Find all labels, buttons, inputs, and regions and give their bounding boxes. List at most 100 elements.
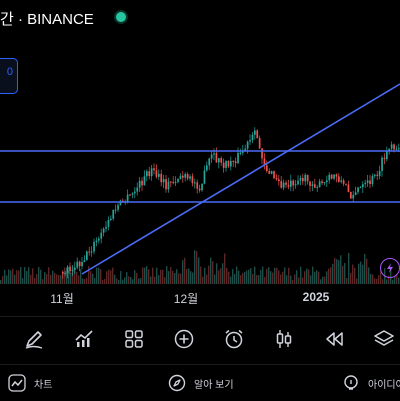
volume-bar: [42, 279, 44, 284]
volume-bar: [280, 274, 282, 284]
candle-body: [395, 148, 398, 150]
volume-bar: [26, 270, 28, 284]
candle-body: [167, 181, 170, 190]
candle-body: [254, 130, 256, 135]
price-chart[interactable]: [0, 36, 400, 284]
candle-body: [102, 228, 105, 233]
volume-bar: [40, 269, 42, 284]
volume-bar: [150, 276, 152, 284]
candle-body: [112, 209, 115, 219]
volume-bar: [94, 278, 96, 284]
nav-ideas[interactable]: 아이디어: [342, 371, 400, 395]
volume-bar: [126, 272, 128, 284]
candle-body: [71, 269, 74, 272]
candle-body: [294, 184, 297, 186]
volume-bar: [396, 274, 398, 284]
volume-bar: [340, 255, 342, 284]
candle-body: [338, 176, 340, 182]
volume-bar: [116, 278, 118, 284]
lightning-icon[interactable]: [380, 258, 400, 278]
value-badge[interactable]: 0: [0, 58, 18, 94]
volume-bar: [12, 268, 14, 284]
volume-bar: [64, 267, 66, 284]
candle-body: [194, 182, 196, 184]
volume-bar: [2, 275, 4, 284]
volume-bar: [154, 276, 156, 284]
candle-body: [107, 219, 110, 227]
candle-body: [321, 181, 323, 184]
candle-body: [76, 261, 79, 268]
volume-bar: [146, 266, 148, 284]
candle-body: [270, 171, 273, 174]
rewind-icon[interactable]: [320, 325, 348, 353]
volume-bar: [322, 276, 324, 284]
pen-icon[interactable]: [20, 325, 48, 353]
volume-bar: [198, 257, 200, 284]
volume-bar: [386, 279, 388, 284]
volume-bar: [18, 270, 20, 284]
indicators-icon[interactable]: [70, 325, 98, 353]
volume-bar: [372, 274, 374, 284]
volume-bar: [4, 269, 6, 284]
volume-bar: [352, 264, 354, 284]
candle-body: [359, 187, 362, 189]
volume-bar: [88, 266, 90, 284]
volume-bar: [134, 270, 136, 284]
drawing-toolbar: [0, 316, 400, 361]
volume-bar: [140, 278, 142, 284]
volume-bar: [326, 271, 328, 284]
candles-icon[interactable]: [270, 325, 298, 353]
volume-bar: [8, 269, 10, 284]
volume-bar: [90, 271, 92, 284]
volume-bar: [96, 267, 98, 284]
volume-bar: [102, 279, 104, 284]
volume-bar: [354, 267, 356, 284]
volume-bar: [240, 275, 242, 284]
nav-chart[interactable]: 차트: [8, 371, 52, 395]
volume-bar: [236, 266, 238, 284]
volume-bar: [270, 271, 272, 284]
top-bar: 간 · BINANCE: [0, 0, 400, 36]
candle-body: [251, 134, 254, 141]
candle-body: [249, 140, 251, 142]
symbol-title[interactable]: 간 · BINANCE: [0, 11, 94, 28]
candle-body: [143, 176, 146, 186]
candle-body: [333, 174, 335, 179]
candle-body: [105, 226, 107, 229]
volume-bar: [196, 251, 198, 284]
volume-bar: [36, 274, 38, 284]
candle-body: [62, 272, 64, 274]
nav-explore[interactable]: 알아 보기: [168, 371, 234, 395]
candle-body: [203, 170, 206, 184]
alarm-clock-icon[interactable]: [220, 325, 248, 353]
candle-body: [162, 179, 165, 183]
candle-body: [114, 209, 117, 211]
layers-icon[interactable]: [370, 325, 398, 353]
candle-body: [196, 182, 199, 189]
volume-bar: [298, 277, 300, 284]
volume-bar: [20, 267, 22, 284]
volume-bar: [184, 257, 186, 284]
volume-bar: [76, 271, 78, 284]
candle-body: [335, 174, 338, 177]
grid-icon[interactable]: [120, 325, 148, 353]
volume-bar: [84, 278, 86, 284]
volume-bar: [144, 267, 146, 284]
x-tick-label: 12월: [173, 292, 199, 306]
volume-bar: [56, 274, 58, 284]
plus-circle-icon[interactable]: [170, 325, 198, 353]
volume-bar: [38, 266, 40, 284]
candle-body: [230, 161, 232, 167]
volume-bar: [148, 269, 150, 284]
volume-bar: [230, 276, 232, 284]
volume-bar: [44, 272, 46, 284]
volume-bar: [50, 274, 52, 284]
volume-bar: [108, 269, 110, 284]
volume-bar: [374, 278, 376, 284]
candle-body: [297, 180, 299, 185]
chart-canvas[interactable]: [0, 36, 400, 284]
candle-body: [88, 251, 91, 253]
volume-bar: [74, 270, 76, 284]
volume-bar: [278, 270, 280, 284]
volume-bar: [206, 274, 208, 284]
